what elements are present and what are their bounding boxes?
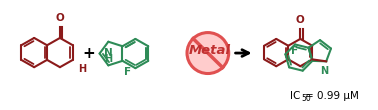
Text: Metal: Metal [189,44,231,57]
Text: N: N [320,66,328,76]
Text: +: + [82,46,95,61]
Text: 50: 50 [301,94,311,103]
Text: F: F [291,46,299,56]
Text: O: O [296,15,305,25]
Text: F: F [124,67,131,77]
Text: H: H [78,64,86,74]
Text: = 0.99 μM: = 0.99 μM [305,91,359,101]
Text: O: O [56,13,64,23]
Text: N: N [104,48,113,58]
Circle shape [187,33,229,73]
Text: IC: IC [290,91,301,101]
Text: H: H [104,54,112,64]
